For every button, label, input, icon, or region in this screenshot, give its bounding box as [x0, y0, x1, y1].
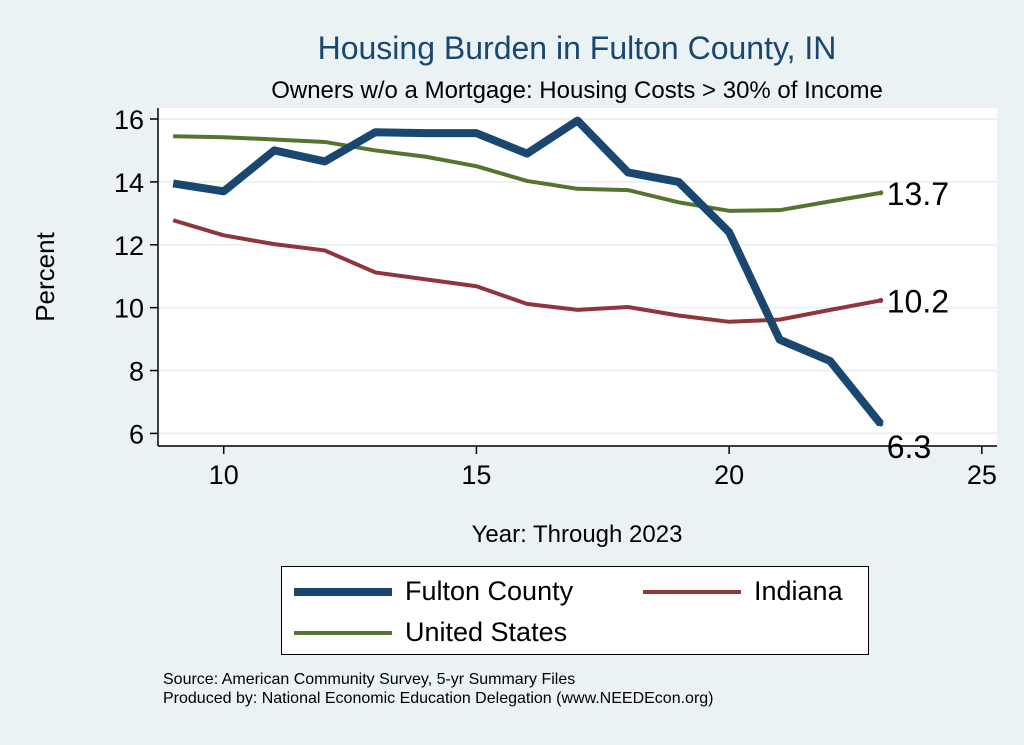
- y-axis-label: Percent: [30, 231, 60, 321]
- legend-swatch-united-states: [294, 630, 392, 635]
- end-point-united-states: [878, 190, 884, 196]
- end-label-indiana: 10.2: [887, 283, 949, 319]
- end-label-united-states: 13.7: [887, 176, 949, 212]
- producer-text: Produced by: National Economic Education…: [163, 690, 714, 707]
- legend-label: United States: [405, 617, 568, 647]
- chart-title: Housing Burden in Fulton County, IN: [318, 30, 837, 66]
- end-point-fulton-county: [878, 421, 884, 427]
- plot-area: [158, 108, 997, 446]
- legend-item-fulton-county: Fulton County: [294, 576, 573, 607]
- series-lines: [172, 116, 884, 427]
- legend-item-indiana: Indiana: [643, 576, 843, 607]
- legend-swatch-fulton-county: [294, 587, 392, 596]
- legend-swatch-indiana: [643, 589, 741, 594]
- source-note: Source: American Community Survey, 5-yr …: [163, 670, 714, 708]
- x-tick-label: 15: [461, 460, 491, 490]
- legend-label: Indiana: [754, 576, 843, 606]
- end-label-fulton-county: 6.3: [887, 429, 931, 465]
- y-tick-label: 10: [114, 294, 144, 324]
- y-tick-label: 14: [114, 168, 144, 198]
- series-line-united-states: [173, 134, 882, 213]
- end-point-indiana: [878, 297, 884, 303]
- end-labels: 13.7 10.2 6.3: [887, 176, 949, 465]
- y-tick-label: 6: [129, 419, 144, 449]
- axes: 6 8 10 12 14 16 10 15 20 25: [114, 105, 997, 490]
- y-tick-label: 16: [114, 105, 144, 135]
- series-line-indiana: [172, 218, 882, 324]
- series-line-fulton-county: [172, 116, 884, 427]
- source-text: Source: American Community Survey, 5-yr …: [163, 671, 576, 688]
- x-tick-label: 10: [209, 460, 239, 490]
- x-tick-label: 25: [967, 460, 997, 490]
- chart-subtitle: Owners w/o a Mortgage: Housing Costs > 3…: [271, 77, 883, 104]
- legend: Fulton County Indiana United States: [281, 566, 869, 655]
- x-tick-label: 20: [714, 460, 744, 490]
- x-axis-label: Year: Through 2023: [472, 521, 683, 548]
- y-tick-label: 12: [114, 231, 144, 261]
- legend-item-united-states: United States: [294, 617, 567, 648]
- legend-label: Fulton County: [405, 576, 574, 606]
- y-tick-label: 8: [129, 357, 144, 387]
